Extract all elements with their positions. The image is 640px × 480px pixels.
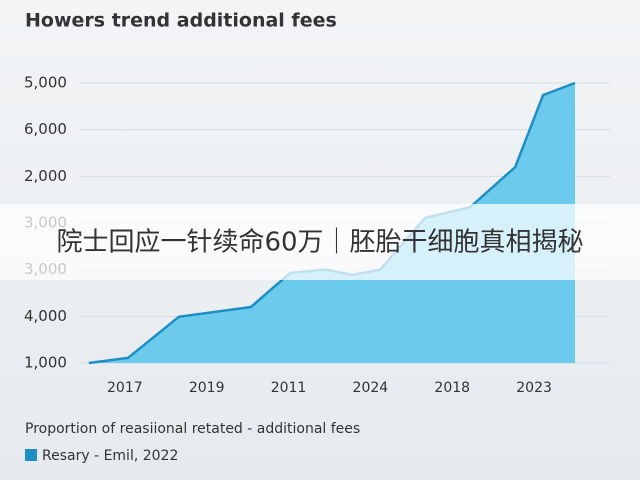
y-tick-label: 6,000 [24,120,67,138]
x-tick-label: 2024 [353,380,389,396]
banner-text: 院士回应一针续命60万｜胚胎干细胞真相揭秘 [56,228,583,258]
y-tick-label: 5,000 [24,74,67,92]
banner-background [0,204,640,280]
y-tick-label: 1,000 [24,354,67,372]
x-tick-label: 2011 [271,380,307,396]
x-tick-label: 2018 [434,380,470,396]
legend-swatch [25,449,37,461]
legend-label: Resary - Emil, 2022 [42,448,178,464]
y-tick-label: 4,000 [24,307,67,325]
x-tick-label: 2023 [516,380,552,396]
area [88,83,576,363]
y-tick-label: 2,000 [24,167,67,185]
caption: Proportion of reasiional retated - addit… [25,421,360,437]
chart-title: Howers trend additional fees [25,10,337,32]
x-tick-label: 2019 [189,380,225,396]
x-tick-label: 2017 [107,380,143,396]
